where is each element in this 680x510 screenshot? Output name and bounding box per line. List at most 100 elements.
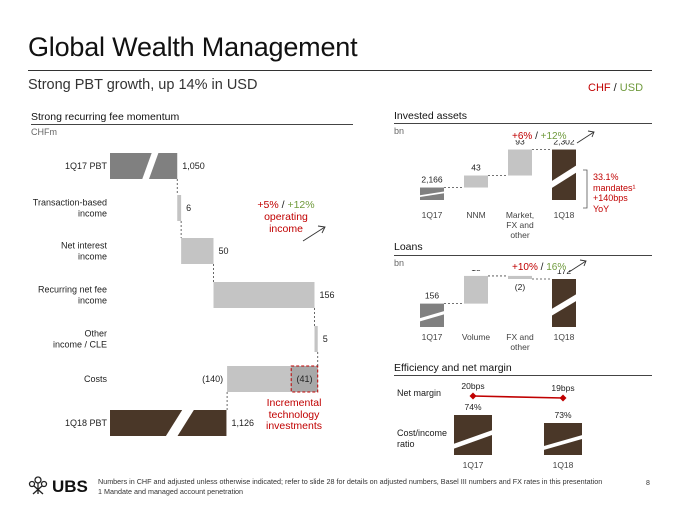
axis-break-mark [552,165,576,188]
waterfall-bar [181,238,214,264]
category-label: 1Q17 [463,460,484,470]
data-label: 18 [471,270,481,273]
waterfall-bar [464,275,488,304]
category-label: income [78,209,107,219]
data-label: 2,302 [553,140,575,147]
data-label: 156 [425,291,439,301]
footnote-line2: 1 Mandate and managed account penetratio… [98,487,244,496]
axis-break-mark [544,435,582,450]
data-label: (140) [202,374,223,384]
category-label: 1Q18 [554,210,575,220]
data-label: 2,166 [421,175,443,185]
net-margin-point [559,394,567,402]
mandates-note: 33.1% mandates¹ +140bps YoY [593,172,636,214]
axis-break-mark [142,153,159,179]
footnote-line1: Numbers in CHF and adjusted unless other… [98,477,603,486]
category-label: 1Q18 PBT [65,418,108,428]
callout-line2: income [269,223,303,235]
data-label: 43 [471,163,481,173]
cost-income-line2: ratio [397,439,415,449]
category-label: Recurring net fee [38,285,107,295]
legend-usd: USD [619,82,644,94]
category-label: NNM [466,210,485,220]
cost-income-label: 73% [554,410,571,420]
waterfall-bar [314,326,318,352]
net-margin-label: 20bps [461,381,484,391]
category-label: other [510,230,530,240]
mandates-line4: YoY [593,203,610,214]
mandates-line2: mandates¹ [593,182,636,193]
data-label: 6 [186,203,191,213]
category-label: 1Q17 [422,332,443,342]
axis-break-mark [552,294,576,316]
cost-income-label: 74% [464,402,481,412]
ubs-logo: UBS [28,476,88,496]
axis-break-mark [420,311,444,322]
ubs-logo-text: UBS [52,477,88,496]
highlight-label: (41) [296,374,312,384]
waterfall-bar [508,149,532,176]
category-label: Transaction-based [33,198,107,208]
data-label: 93 [515,140,525,147]
data-label: 172 [557,270,571,276]
loans-arrow-icon [568,259,587,273]
category-label: 1Q18 [554,332,575,342]
category-label: 1Q17 PBT [65,161,108,171]
category-label: FX and [506,332,534,342]
category-label: Net interest [61,241,108,251]
invested-change-sep: / [535,131,538,142]
waterfall-bar [110,410,227,436]
efficiency-chart: 20bps 19bps 74% 1Q17 73% 1Q18 [454,381,582,470]
page-number: 8 [646,480,650,487]
axis-break-mark [165,410,194,436]
callout-pct-usd: +12% [287,199,315,211]
category-label: Costs [84,374,108,384]
currency-legend: CHF / USD [588,82,643,94]
fee-waterfall-chart: 1Q17 PBT 1,050Transaction-basedincome6Net… [33,153,335,436]
category-label: Market, [506,210,534,220]
incremental-line3: investments [265,420,323,432]
invested-change-usd: +12% [540,131,567,142]
left-chart-title: Strong recurring fee momentum [31,111,180,123]
legend-chf: CHF [588,82,611,94]
footnote: Numbers in CHF and adjusted unless other… [98,477,618,497]
net-margin-point [469,392,477,400]
waterfall-bar [464,175,488,188]
highlight-bar [290,365,319,393]
invested-assets-unit: bn [394,126,405,136]
mandates-line1: 33.1% [593,172,619,182]
category-label: income [78,252,107,262]
operating-income-callout: +5% / +12% operating income [244,199,328,235]
invested-assets-change: +6% / +12% [512,131,567,142]
loans-unit: bn [394,258,405,268]
page-title: Global Wealth Management [28,32,358,62]
data-label: 1,050 [182,161,205,171]
callout-pct-chf: +5% [257,199,279,211]
efficiency-title: Efficiency and net margin [394,362,512,374]
category-label: other [510,342,530,352]
legend-separator: / [613,82,617,94]
category-label: 1Q18 [553,460,574,470]
loans-change-chf: +10% [512,262,538,273]
category-label: income / CLE [53,340,107,350]
invested-assets-title: Invested assets [394,110,467,122]
left-chart-rule [31,124,353,125]
category-label: Volume [462,332,491,342]
cost-income-line1: Cost/income [397,428,448,438]
incremental-investments-note: Incremental technology investments [254,397,334,433]
waterfall-bar [213,282,315,308]
net-margin-label: 19bps [551,383,574,393]
page-subtitle: Strong PBT growth, up 14% in USD [28,77,258,93]
category-label: income [78,296,107,306]
category-label: 1Q17 [422,210,443,220]
invested-assets-rule [394,123,652,124]
left-chart-unit: CHFm [31,127,57,137]
data-label: (2) [515,282,526,292]
loans-change-usd: 16% [546,262,567,273]
waterfall-bar [508,275,532,279]
callout-line1: operating [264,211,308,223]
mandates-line3: +140bps [593,193,628,203]
data-label: 50 [219,246,229,256]
